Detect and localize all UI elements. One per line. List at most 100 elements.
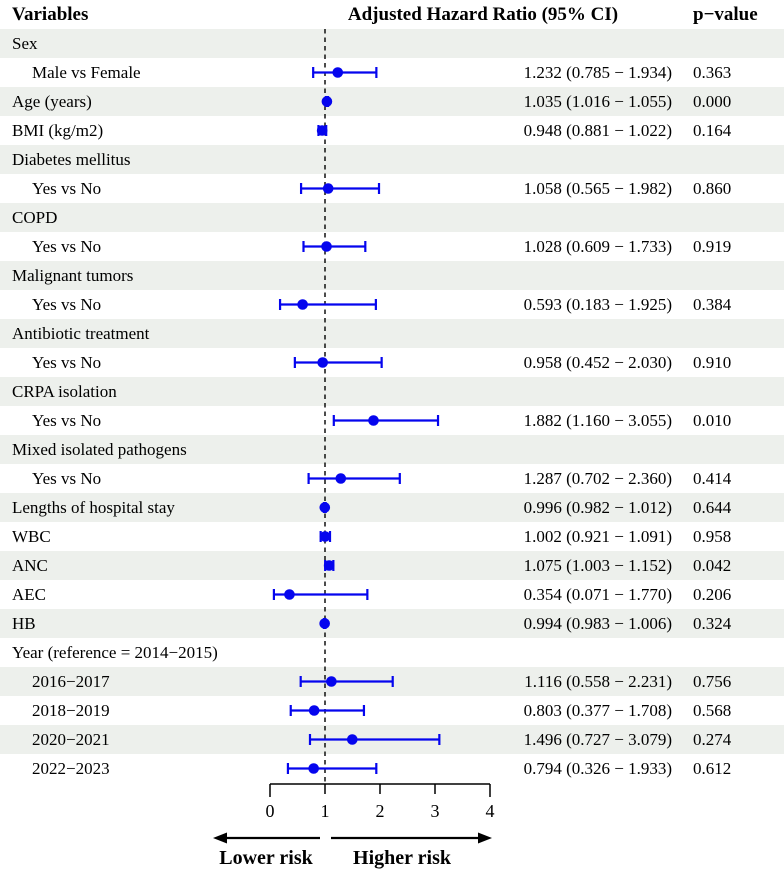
table-row: Mixed isolated pathogens xyxy=(0,435,784,464)
row-pvalue: 0.958 xyxy=(693,527,732,546)
table-row: Yes vs No 1.058 (0.565 − 1.982) 0.860 xyxy=(0,174,784,203)
row-label: Yes vs No xyxy=(32,411,102,430)
row-label: Mixed isolated pathogens xyxy=(12,440,187,459)
table-row: 2020−2021 1.496 (0.727 − 3.079) 0.274 xyxy=(0,725,784,754)
row-estimate-text: 0.803 (0.377 − 1.708) xyxy=(523,701,672,720)
row-estimate-text: 0.354 (0.071 − 1.770) xyxy=(523,585,672,604)
row-label: Diabetes mellitus xyxy=(12,150,131,169)
row-pvalue: 0.384 xyxy=(693,295,732,314)
table-row: Age (years) 1.035 (1.016 − 1.055) 0.000 xyxy=(0,87,784,116)
x-axis-tick-label: 2 xyxy=(376,801,385,821)
row-label: Yes vs No xyxy=(32,237,102,256)
table-row: Yes vs No 1.287 (0.702 − 2.360) 0.414 xyxy=(0,464,784,493)
row-estimate-text: 0.593 (0.183 − 1.925) xyxy=(523,295,672,314)
row-label: 2022−2023 xyxy=(32,759,110,778)
lower-risk-arrowhead xyxy=(213,832,227,844)
row-estimate-text: 1.002 (0.921 − 1.091) xyxy=(523,527,672,546)
row-pvalue: 0.919 xyxy=(693,237,732,256)
row-pvalue: 0.414 xyxy=(693,469,732,488)
row-label: Yes vs No xyxy=(32,353,102,372)
row-estimate-text: 1.287 (0.702 − 2.360) xyxy=(523,469,672,488)
row-pvalue: 0.206 xyxy=(693,585,732,604)
table-row: Yes vs No 1.028 (0.609 − 1.733) 0.919 xyxy=(0,232,784,261)
row-pvalue: 0.164 xyxy=(693,121,732,140)
table-row: Yes vs No 0.958 (0.452 − 2.030) 0.910 xyxy=(0,348,784,377)
row-estimate-text: 0.996 (0.982 − 1.012) xyxy=(523,498,672,517)
x-axis-tick-label: 4 xyxy=(486,801,495,821)
row-pvalue: 0.568 xyxy=(693,701,732,720)
row-label: Yes vs No xyxy=(32,179,102,198)
table-row: CRPA isolation xyxy=(0,377,784,406)
table-row: BMI (kg/m2) 0.948 (0.881 − 1.022) 0.164 xyxy=(0,116,784,145)
row-estimate-text: 1.075 (1.003 − 1.152) xyxy=(523,556,672,575)
table-row: AEC 0.354 (0.071 − 1.770) 0.206 xyxy=(0,580,784,609)
table-row: 2018−2019 0.803 (0.377 − 1.708) 0.568 xyxy=(0,696,784,725)
row-pvalue: 0.756 xyxy=(693,672,732,691)
x-axis-tick-label: 3 xyxy=(431,801,440,821)
row-label: BMI (kg/m2) xyxy=(12,121,104,140)
row-estimate-text: 1.496 (0.727 − 3.079) xyxy=(523,730,672,749)
higher-risk-label: Higher risk xyxy=(353,847,452,869)
table-body: Sex Male vs Female 1.232 (0.785 − 1.934)… xyxy=(0,29,784,783)
row-label: HB xyxy=(12,614,36,633)
row-label: 2020−2021 xyxy=(32,730,110,749)
row-estimate-text: 0.958 (0.452 − 2.030) xyxy=(523,353,672,372)
table-row: HB 0.994 (0.983 − 1.006) 0.324 xyxy=(0,609,784,638)
table-header: Variables Adjusted Hazard Ratio (95% CI)… xyxy=(0,0,784,29)
row-estimate-text: 0.948 (0.881 − 1.022) xyxy=(523,121,672,140)
table-row: Diabetes mellitus xyxy=(0,145,784,174)
row-label: CRPA isolation xyxy=(12,382,117,401)
lower-risk-label: Lower risk xyxy=(219,847,313,869)
row-estimate-text: 1.232 (0.785 − 1.934) xyxy=(523,63,672,82)
table-row: Sex xyxy=(0,29,784,58)
row-pvalue: 0.363 xyxy=(693,63,732,82)
row-label: Malignant tumors xyxy=(12,266,134,285)
row-label: 2016−2017 xyxy=(32,672,110,691)
row-label: COPD xyxy=(12,208,58,227)
x-axis-tick-label: 1 xyxy=(321,801,330,821)
row-label: Yes vs No xyxy=(32,469,102,488)
table-row: Yes vs No 0.593 (0.183 − 1.925) 0.384 xyxy=(0,290,784,319)
row-pvalue: 0.324 xyxy=(693,614,732,633)
row-label: 2018−2019 xyxy=(32,701,110,720)
table-row: 2016−2017 1.116 (0.558 − 2.231) 0.756 xyxy=(0,667,784,696)
table-row: COPD xyxy=(0,203,784,232)
row-label: Antibiotic treatment xyxy=(12,324,150,343)
row-pvalue: 0.274 xyxy=(693,730,732,749)
table-row: WBC 1.002 (0.921 − 1.091) 0.958 xyxy=(0,522,784,551)
col-header-hazard-ratio: Adjusted Hazard Ratio (95% CI) xyxy=(347,4,619,25)
row-estimate-text: 0.794 (0.326 − 1.933) xyxy=(523,759,672,778)
row-estimate-text: 1.035 (1.016 − 1.055) xyxy=(523,92,672,111)
row-label: ANC xyxy=(12,556,48,575)
row-label: Age (years) xyxy=(12,92,92,111)
table-row: ANC 1.075 (1.003 − 1.152) 0.042 xyxy=(0,551,784,580)
higher-risk-arrowhead xyxy=(478,832,492,844)
table-row: Malignant tumors xyxy=(0,261,784,290)
col-header-variables: Variables xyxy=(12,4,89,25)
row-pvalue: 0.910 xyxy=(693,353,732,372)
row-label: Male vs Female xyxy=(32,63,141,82)
row-estimate-text: 1.058 (0.565 − 1.982) xyxy=(523,179,672,198)
row-estimate-text: 0.994 (0.983 − 1.006) xyxy=(523,614,672,633)
row-label: Yes vs No xyxy=(32,295,102,314)
row-pvalue: 0.000 xyxy=(693,92,732,111)
col-header-pvalue: p−value xyxy=(693,4,758,25)
row-estimate-text: 1.028 (0.609 − 1.733) xyxy=(523,237,672,256)
row-pvalue: 0.644 xyxy=(693,498,732,517)
table-row: Year (reference = 2014−2015) xyxy=(0,638,784,667)
row-label: AEC xyxy=(12,585,46,604)
row-label: WBC xyxy=(12,527,51,546)
row-pvalue: 0.612 xyxy=(693,759,732,778)
row-estimate-text: 1.882 (1.160 − 3.055) xyxy=(523,411,672,430)
row-pvalue: 0.860 xyxy=(693,179,732,198)
row-estimate-text: 1.116 (0.558 − 2.231) xyxy=(524,672,672,691)
row-label: Year (reference = 2014−2015) xyxy=(12,643,218,662)
row-pvalue: 0.010 xyxy=(693,411,732,430)
table-row: Male vs Female 1.232 (0.785 − 1.934) 0.3… xyxy=(0,58,784,87)
x-axis-tick-label: 0 xyxy=(266,801,275,821)
table-row: Lengths of hospital stay 0.996 (0.982 − … xyxy=(0,493,784,522)
row-label: Sex xyxy=(12,34,38,53)
row-label: Lengths of hospital stay xyxy=(12,498,175,517)
table-row: Antibiotic treatment xyxy=(0,319,784,348)
